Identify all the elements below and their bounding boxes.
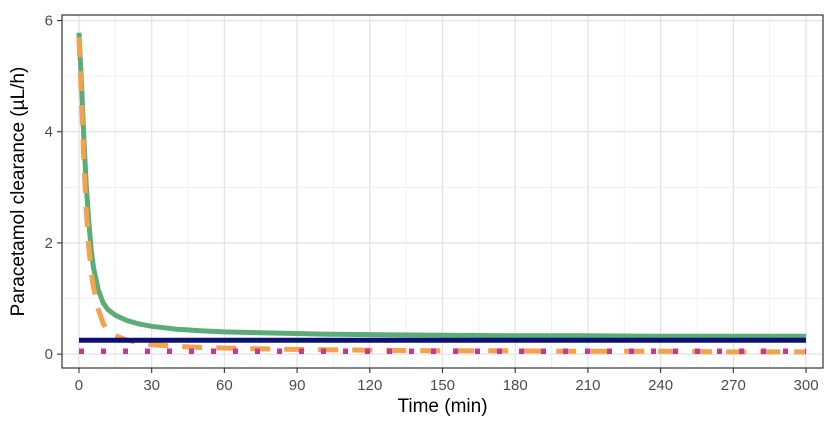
- x-tick-label: 150: [430, 377, 455, 394]
- x-tick-label: 90: [289, 377, 306, 394]
- x-tick-label: 120: [357, 377, 382, 394]
- x-tick-label: 0: [75, 377, 83, 394]
- y-axis-title: Paracetamol clearance (µL/h): [8, 67, 29, 317]
- series-layer: [76, 32, 806, 355]
- x-tick-label: 240: [648, 377, 673, 394]
- major-gridlines: [62, 15, 823, 368]
- x-tick-label: 180: [503, 377, 528, 394]
- x-axis-title: Time (min): [397, 396, 487, 417]
- x-tick-label: 270: [721, 377, 746, 394]
- y-tick-label: 0: [45, 346, 53, 363]
- y-tick-label: 2: [45, 235, 53, 252]
- x-tick-label: 210: [575, 377, 600, 394]
- y-axis: 0 2 4 6: [45, 13, 62, 363]
- x-tick-label: 60: [216, 377, 233, 394]
- y-tick-label: 4: [45, 124, 53, 141]
- x-axis: 0 30 60 90 120 150 180 210 240 270 300: [75, 368, 819, 394]
- x-tick-label: 30: [143, 377, 160, 394]
- series-line-2: [76, 37, 806, 355]
- y-tick-label: 6: [45, 13, 53, 30]
- x-tick-label: 300: [794, 377, 819, 394]
